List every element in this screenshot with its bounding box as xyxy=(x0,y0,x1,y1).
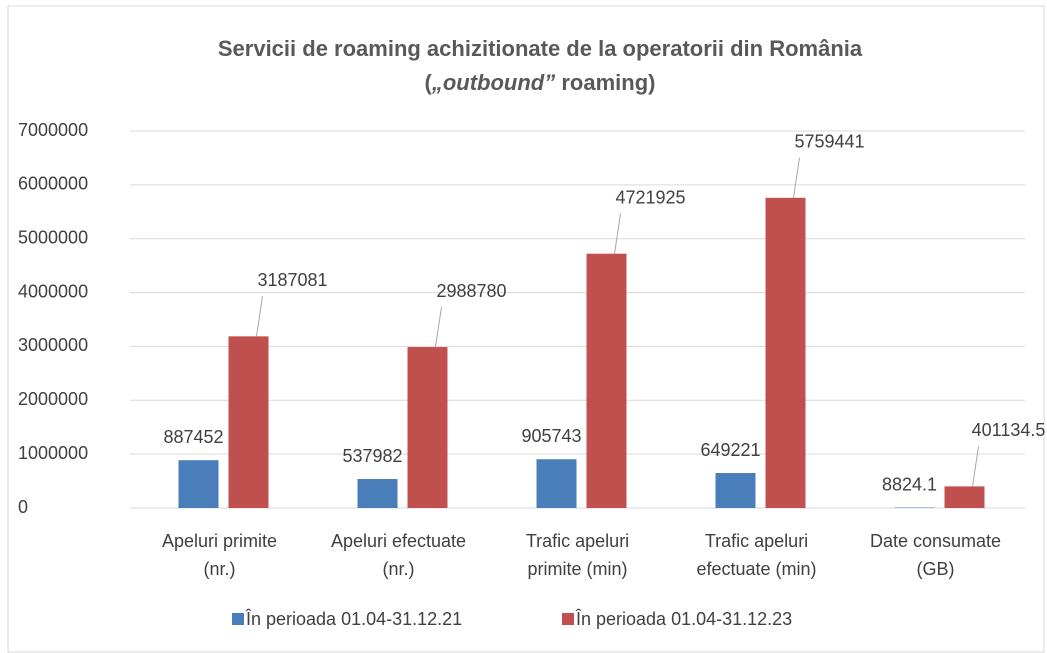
subtitle-part: „outbound” xyxy=(431,70,555,95)
bar xyxy=(944,486,985,508)
data-label: 2988780 xyxy=(436,281,506,301)
data-label: 649221 xyxy=(700,440,760,460)
y-tick-label: 0 xyxy=(18,497,28,517)
leader-line xyxy=(435,306,442,348)
x-tick-label: efectuate (min) xyxy=(696,559,816,579)
x-tick-label: primite (min) xyxy=(527,559,627,579)
bar xyxy=(586,253,627,508)
y-tick-label: 6000000 xyxy=(18,174,88,194)
chart-frame xyxy=(7,5,1045,653)
x-tick-label: Apeluri efectuate xyxy=(331,531,466,551)
bar xyxy=(407,347,448,508)
chart-subtitle: („outbound” roaming) xyxy=(425,70,656,95)
bar xyxy=(715,473,756,508)
legend-swatch xyxy=(562,613,574,625)
x-tick-label: Trafic apeluri xyxy=(705,531,808,551)
y-tick-label: 4000000 xyxy=(18,281,88,301)
data-label: 887452 xyxy=(163,427,223,447)
subtitle-part: roaming) xyxy=(555,70,655,95)
x-tick-label: Date consumate xyxy=(870,531,1001,551)
x-tick-label: Trafic apeluri xyxy=(526,531,629,551)
legend-label: În perioada 01.04-31.12.21 xyxy=(245,609,462,629)
y-tick-label: 5000000 xyxy=(18,227,88,247)
bar xyxy=(765,197,806,508)
bar xyxy=(536,459,577,508)
leader-line xyxy=(972,446,979,487)
bar xyxy=(178,460,219,508)
legend-swatch xyxy=(232,613,244,625)
data-label: 905743 xyxy=(521,426,581,446)
data-label: 5759441 xyxy=(794,132,864,152)
data-label: 401134.5 xyxy=(972,420,1046,440)
data-label: 4721925 xyxy=(615,187,685,207)
bar xyxy=(228,336,269,508)
chart-title: Servicii de roaming achizitionate de la … xyxy=(218,36,863,61)
subtitle-part: ( xyxy=(425,70,433,95)
legend-label: În perioada 01.04-31.12.23 xyxy=(575,609,792,629)
x-tick-label: (nr.) xyxy=(382,559,414,579)
leader-line xyxy=(256,296,263,337)
data-label: 8824.1 xyxy=(882,474,937,494)
y-tick-label: 1000000 xyxy=(18,443,88,463)
data-label: 537982 xyxy=(342,446,402,466)
x-tick-label: (nr.) xyxy=(203,559,235,579)
data-label: 3187081 xyxy=(257,270,327,290)
leader-line xyxy=(793,157,800,198)
leader-line xyxy=(614,213,621,254)
y-tick-label: 7000000 xyxy=(18,120,88,140)
y-tick-label: 2000000 xyxy=(18,389,88,409)
y-tick-label: 3000000 xyxy=(18,335,88,355)
x-tick-label: Apeluri primite xyxy=(162,531,277,551)
bar xyxy=(357,479,398,508)
x-tick-label: (GB) xyxy=(917,559,955,579)
